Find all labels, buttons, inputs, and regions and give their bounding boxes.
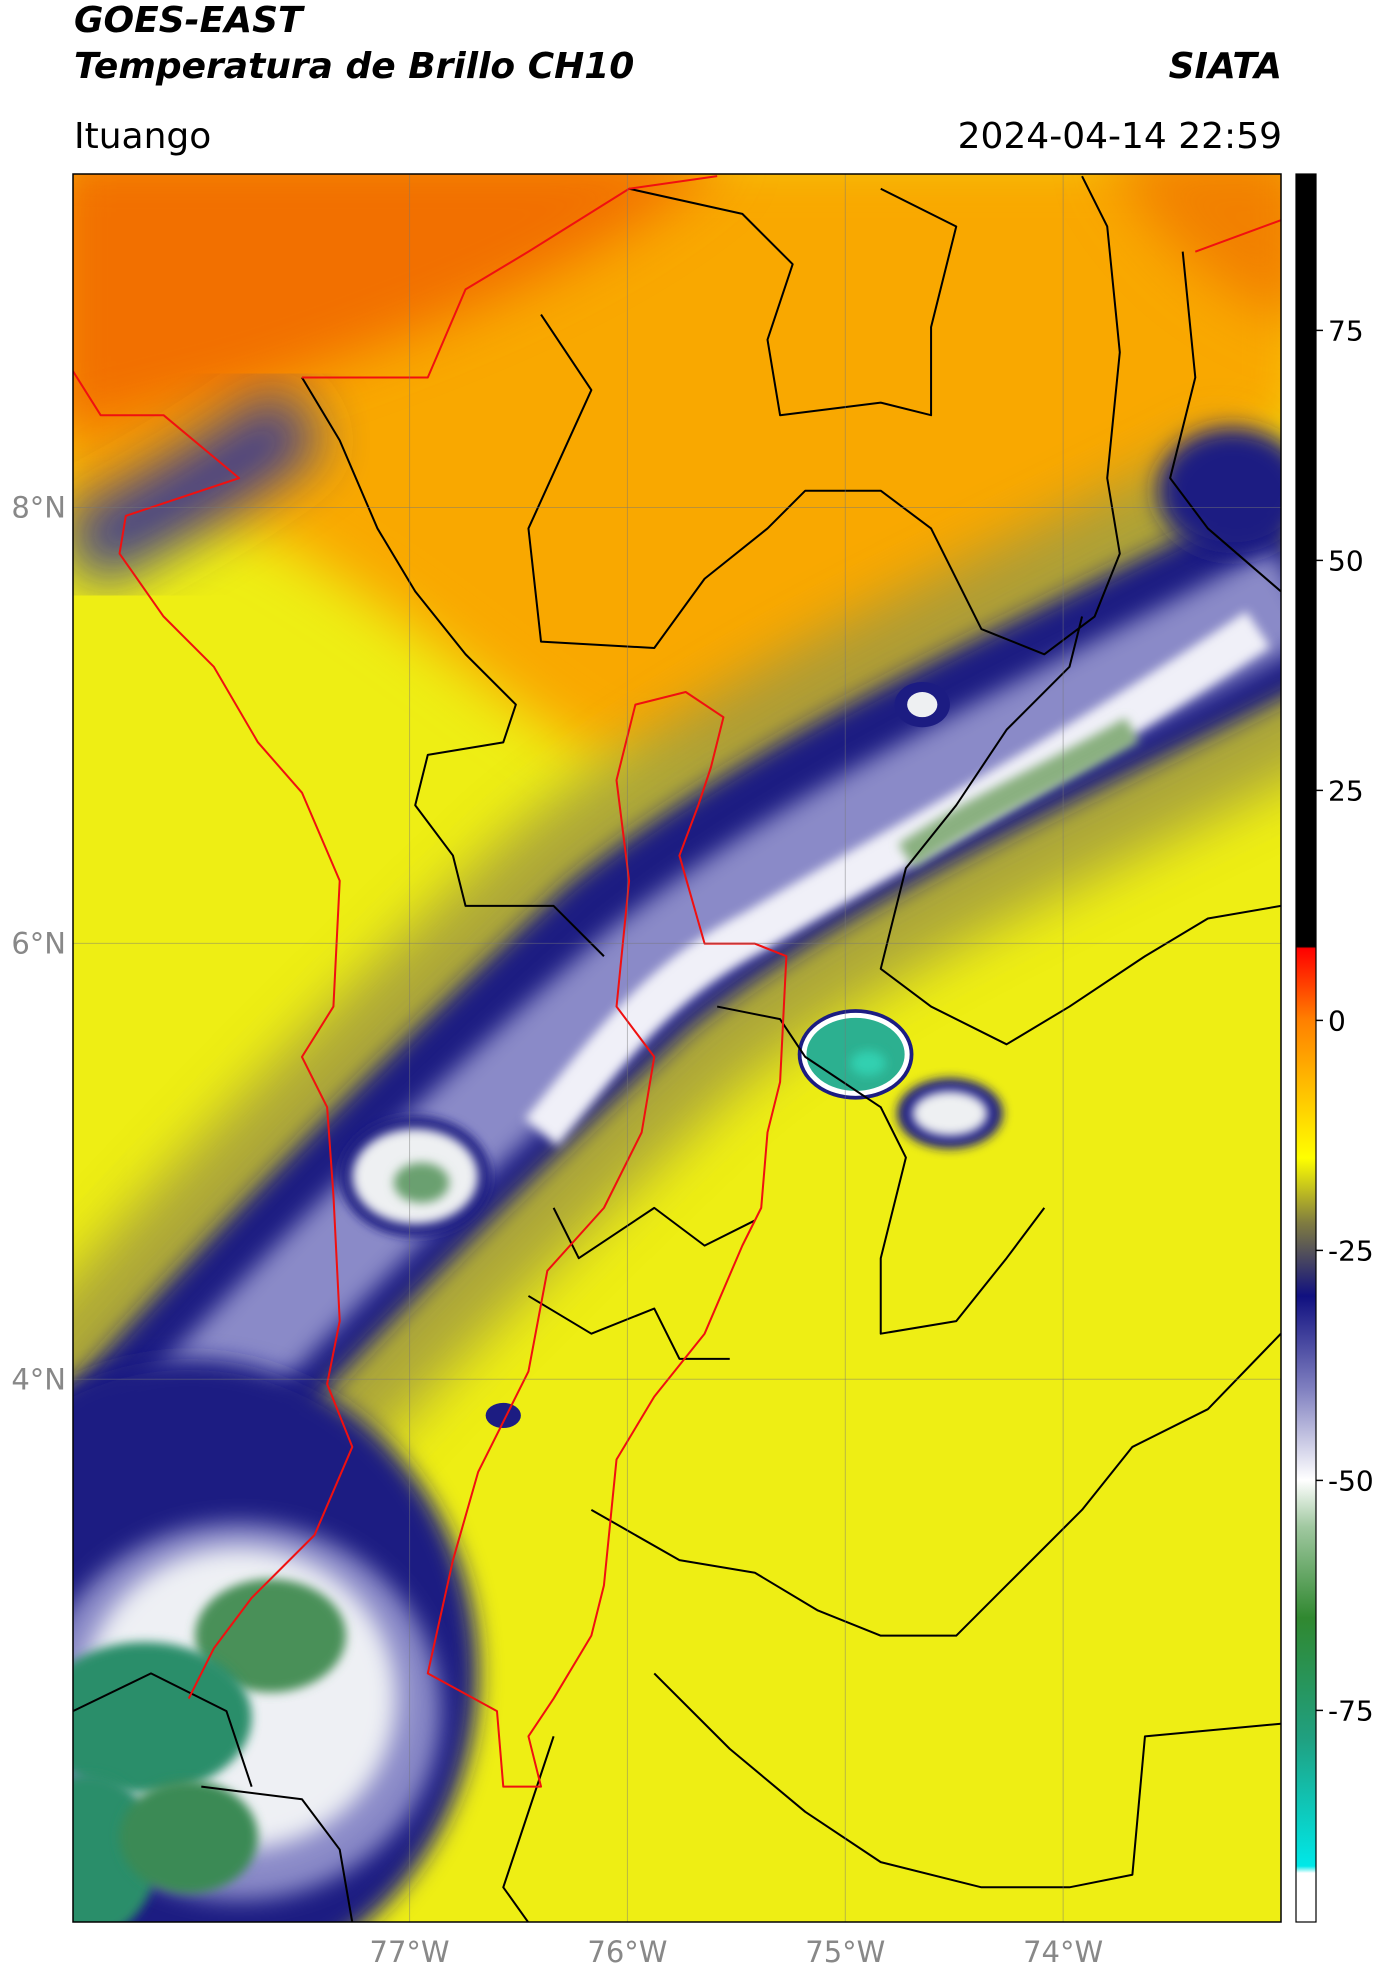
colorbar-tick-label: 75 <box>1328 314 1364 347</box>
cloud <box>912 1090 988 1137</box>
x-tick-label: 74°W <box>1023 1935 1103 1969</box>
colorbar-tick-label: 25 <box>1328 774 1364 807</box>
colorbar <box>1295 173 1317 1923</box>
y-tick-label: 6°N <box>11 926 66 960</box>
satellite: GOES-EAST <box>74 0 305 41</box>
location: Ituango <box>74 116 211 157</box>
map-imagery <box>72 173 1281 1923</box>
cloud <box>72 547 1281 1543</box>
cloud <box>393 1162 450 1203</box>
x-tick-label: 77°W <box>370 1935 450 1969</box>
x-tick-label: 76°W <box>587 1935 667 1969</box>
axes: 77°W 76°W 75°W 74°W 4°N 6°N 8°N -75 -50 -25 0 25 50 7… <box>11 174 1374 1969</box>
cloud <box>119 1780 258 1894</box>
cloud <box>801 1012 910 1096</box>
map-frame <box>72 173 1282 1923</box>
product: Temperatura de Brillo CH10 <box>74 46 634 87</box>
cloud <box>898 717 1140 868</box>
cloud <box>524 611 1271 1147</box>
timestamp: 2024-04-14 22:59 <box>958 116 1282 157</box>
y-tick-label: 8°N <box>11 490 66 524</box>
cloud <box>485 1402 521 1429</box>
cloud <box>72 1641 252 1793</box>
warm-region <box>1119 173 1281 317</box>
colorbar-tick-label: 0 <box>1328 1004 1346 1037</box>
colorbar-tick-label: 50 <box>1328 544 1364 577</box>
cloud <box>195 1579 347 1693</box>
colorbar-tick-label: -50 <box>1328 1464 1374 1497</box>
borders <box>72 175 1281 1923</box>
y-tick-label: 4°N <box>11 1362 66 1396</box>
cloud <box>1157 427 1281 554</box>
source: SIATA <box>1169 46 1282 87</box>
x-tick-label: 75°W <box>805 1935 885 1969</box>
colorbar-tick-label: -75 <box>1328 1694 1374 1727</box>
cloud <box>72 385 325 588</box>
cloud <box>850 1050 886 1076</box>
cloud <box>907 692 938 718</box>
colorbar-tick-label: -25 <box>1328 1234 1374 1267</box>
